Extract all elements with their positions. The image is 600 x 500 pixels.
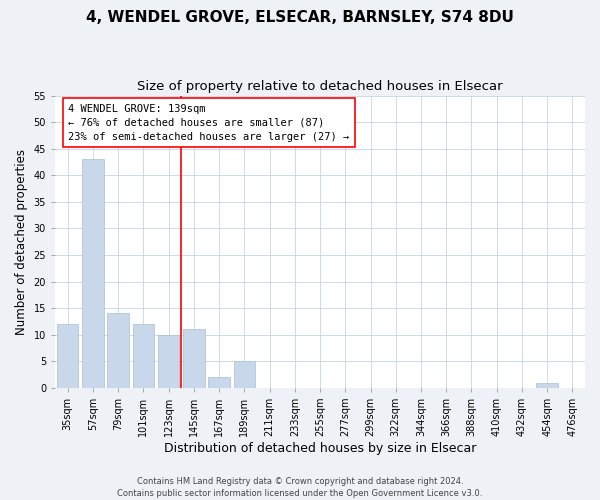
Text: 4, WENDEL GROVE, ELSECAR, BARNSLEY, S74 8DU: 4, WENDEL GROVE, ELSECAR, BARNSLEY, S74 … <box>86 10 514 25</box>
Bar <box>183 330 205 388</box>
Bar <box>536 382 558 388</box>
Bar <box>233 362 255 388</box>
Bar <box>107 314 129 388</box>
X-axis label: Distribution of detached houses by size in Elsecar: Distribution of detached houses by size … <box>164 442 476 455</box>
Y-axis label: Number of detached properties: Number of detached properties <box>15 148 28 334</box>
Title: Size of property relative to detached houses in Elsecar: Size of property relative to detached ho… <box>137 80 503 93</box>
Bar <box>158 335 179 388</box>
Bar <box>208 378 230 388</box>
Bar <box>57 324 79 388</box>
Bar <box>133 324 154 388</box>
Bar <box>82 160 104 388</box>
Text: 4 WENDEL GROVE: 139sqm
← 76% of detached houses are smaller (87)
23% of semi-det: 4 WENDEL GROVE: 139sqm ← 76% of detached… <box>68 104 350 142</box>
Text: Contains HM Land Registry data © Crown copyright and database right 2024.
Contai: Contains HM Land Registry data © Crown c… <box>118 476 482 498</box>
